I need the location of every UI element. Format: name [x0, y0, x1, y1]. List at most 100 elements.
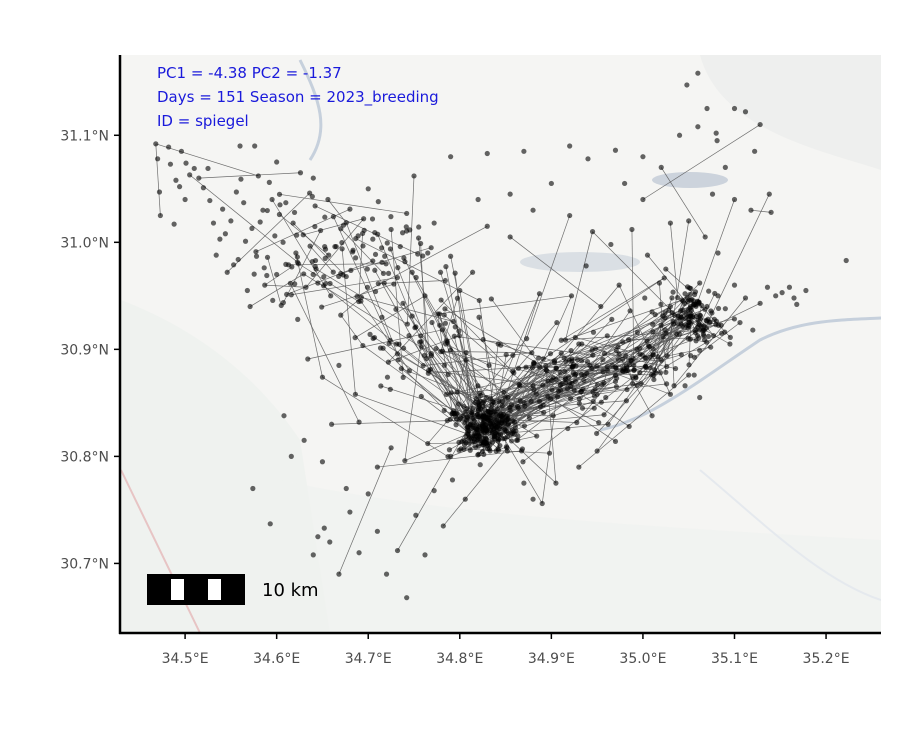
- gps-point: [564, 386, 571, 392]
- gps-point: [591, 393, 598, 399]
- gps-point: [409, 269, 415, 275]
- gps-point: [305, 356, 311, 362]
- gps-point: [393, 306, 399, 312]
- gps-point: [748, 207, 754, 213]
- gps-point: [520, 459, 526, 465]
- gps-point: [644, 338, 650, 344]
- gps-point: [576, 400, 582, 407]
- gps-point: [425, 440, 431, 447]
- gps-point: [312, 223, 318, 230]
- gps-point: [315, 534, 321, 540]
- gps-point: [701, 333, 707, 339]
- track-segment: [442, 351, 554, 379]
- gps-point: [640, 196, 646, 203]
- track-segment: [377, 234, 417, 328]
- gps-point: [491, 434, 497, 440]
- gps-point: [252, 143, 258, 149]
- gps-point: [293, 250, 299, 256]
- gps-point: [387, 246, 394, 252]
- track-segment: [440, 298, 458, 352]
- gps-point: [697, 313, 704, 319]
- gps-point: [253, 253, 260, 259]
- track-segment: [288, 263, 387, 266]
- gps-point: [375, 281, 381, 287]
- gps-point: [637, 370, 643, 376]
- gps-point: [693, 302, 699, 308]
- gps-point: [664, 381, 670, 387]
- gps-point: [247, 303, 253, 310]
- basemap-terrain-shade: [700, 55, 881, 170]
- gps-point: [280, 239, 286, 245]
- gps-point: [466, 435, 472, 441]
- gps-point: [718, 322, 724, 328]
- gps-point: [579, 358, 585, 364]
- gps-point: [553, 480, 559, 486]
- gps-point: [464, 431, 471, 437]
- track-segment: [554, 284, 620, 363]
- gps-point: [356, 550, 362, 556]
- gps-point: [321, 283, 327, 289]
- gps-point: [622, 180, 628, 187]
- gps-point: [750, 327, 756, 333]
- track-segment: [323, 285, 424, 366]
- gps-point: [515, 365, 522, 371]
- gps-point: [526, 415, 532, 421]
- gps-point: [228, 218, 234, 224]
- gps-point: [601, 412, 607, 418]
- gps-point: [374, 528, 380, 534]
- gps-point: [558, 337, 564, 343]
- gps-point: [428, 245, 434, 251]
- gps-point: [715, 305, 722, 312]
- gps-point: [319, 459, 326, 465]
- gps-point: [178, 148, 185, 154]
- gps-point: [354, 293, 360, 300]
- gps-point: [404, 210, 410, 217]
- gps-point: [731, 196, 738, 203]
- gps-point: [511, 419, 518, 425]
- gps-point: [445, 454, 451, 460]
- track-segment: [198, 172, 301, 179]
- gps-point: [283, 261, 289, 267]
- gps-point: [630, 374, 636, 380]
- gps-point: [294, 232, 300, 238]
- gps-point: [404, 595, 410, 601]
- gps-point: [671, 383, 677, 389]
- gps-point: [477, 462, 483, 468]
- gps-point: [722, 329, 728, 335]
- gps-point: [449, 477, 456, 483]
- track-segment: [404, 341, 422, 461]
- gps-point: [473, 395, 479, 402]
- gps-point: [722, 164, 728, 170]
- gps-point: [529, 350, 535, 356]
- gps-point: [625, 337, 632, 343]
- track-segment: [377, 450, 522, 468]
- gps-point: [270, 297, 276, 304]
- track-segment: [374, 270, 455, 414]
- gps-point: [422, 552, 428, 558]
- gps-point: [295, 316, 301, 322]
- gps-point: [697, 394, 703, 401]
- gps-point: [592, 346, 599, 352]
- track-segment: [446, 382, 566, 395]
- gps-point: [794, 301, 800, 307]
- scale-bar: 10 km: [147, 574, 319, 605]
- gps-point: [456, 439, 462, 445]
- gps-point: [421, 352, 427, 359]
- gps-point: [590, 398, 596, 404]
- gps-point: [678, 352, 684, 358]
- gps-point: [348, 267, 354, 273]
- gps-point: [383, 261, 389, 267]
- gps-point: [674, 331, 680, 337]
- gps-point: [670, 318, 676, 325]
- gps-point: [488, 427, 494, 433]
- gps-point: [264, 207, 270, 214]
- gps-point: [336, 273, 342, 279]
- x-tick-label: 35.0°E: [619, 651, 666, 667]
- gps-point: [281, 413, 287, 419]
- gps-point: [167, 161, 174, 167]
- gps-point: [478, 392, 484, 399]
- track-segment: [673, 297, 746, 386]
- gps-point: [224, 269, 230, 275]
- gps-point: [237, 143, 243, 149]
- gps-point: [277, 202, 283, 208]
